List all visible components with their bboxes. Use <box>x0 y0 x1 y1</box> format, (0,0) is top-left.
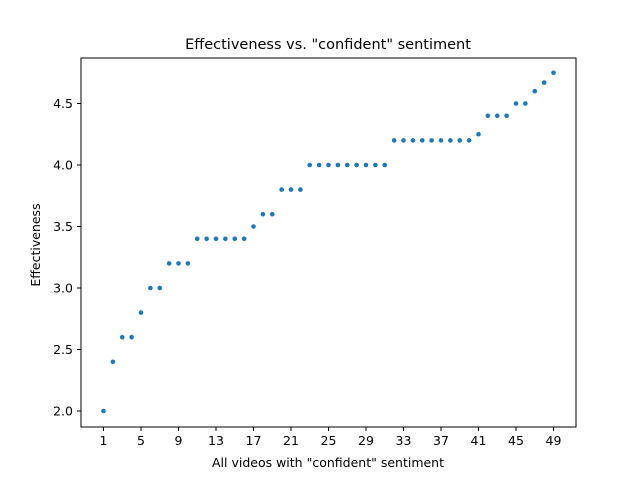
data-point <box>513 101 519 106</box>
data-point <box>213 236 219 242</box>
data-point <box>326 162 331 168</box>
data-point <box>541 80 547 85</box>
data-point <box>476 131 481 137</box>
x-tick-label: 45 <box>508 433 524 448</box>
data-point <box>279 187 284 192</box>
data-point <box>354 162 359 168</box>
x-tick-label: 9 <box>175 433 183 448</box>
data-point <box>382 162 388 168</box>
data-point <box>194 236 200 242</box>
y-tick-label: 4.0 <box>53 158 73 173</box>
data-point <box>288 187 294 192</box>
data-point <box>138 310 144 315</box>
data-points <box>101 70 556 414</box>
x-tick-label: 25 <box>321 433 337 448</box>
data-point <box>101 408 106 414</box>
chart-title: Effectiveness vs. "confident" sentiment <box>185 37 471 53</box>
data-point <box>523 101 528 106</box>
data-point <box>298 187 303 192</box>
data-point <box>148 285 153 291</box>
data-point <box>494 113 500 119</box>
y-tick-label: 4.5 <box>53 96 73 111</box>
data-point <box>110 359 116 365</box>
data-point <box>532 88 538 94</box>
x-tick-label: 1 <box>100 433 108 448</box>
x-axis: 1 5 9 13 17 21 25 29 33 37 41 45 49 <box>100 427 562 448</box>
data-point <box>241 236 247 242</box>
data-point <box>485 113 491 119</box>
data-point <box>448 138 453 143</box>
data-point <box>410 138 416 143</box>
data-point <box>251 224 256 229</box>
data-point <box>344 162 350 168</box>
y-axis-label: Effectiveness <box>28 203 43 286</box>
data-point <box>466 138 472 143</box>
data-point <box>307 162 313 168</box>
data-point <box>166 261 172 266</box>
data-point <box>119 334 125 340</box>
data-point <box>419 138 425 143</box>
x-tick-label: 13 <box>208 433 224 448</box>
data-point <box>391 138 397 143</box>
data-point <box>457 138 463 143</box>
y-tick-label: 2.5 <box>53 342 73 357</box>
x-tick-label: 21 <box>283 433 299 448</box>
data-point <box>401 138 406 143</box>
x-tick-label: 41 <box>471 433 487 448</box>
data-point <box>269 211 275 217</box>
data-point <box>185 261 191 266</box>
x-tick-label: 29 <box>358 433 374 448</box>
data-point <box>204 236 209 242</box>
x-tick-label: 33 <box>396 433 412 448</box>
data-point <box>157 285 163 291</box>
data-point <box>373 162 378 168</box>
x-axis-label: All videos with "confident" sentiment <box>212 455 444 470</box>
y-tick-label: 3.0 <box>53 281 73 296</box>
y-axis: 2.0 2.5 3.0 3.5 4.0 4.5 <box>53 96 81 419</box>
x-tick-label: 37 <box>433 433 449 448</box>
x-tick-label: 17 <box>246 433 262 448</box>
plot-frame <box>80 57 577 428</box>
x-tick-label: 49 <box>546 433 562 448</box>
data-point <box>429 138 434 143</box>
y-tick-label: 2.0 <box>53 404 73 419</box>
data-point <box>551 70 556 76</box>
plot-area: 1 5 9 13 17 21 25 29 33 37 41 45 49 2.0 2.5 3.0 3.5 4.0 4… <box>53 57 577 448</box>
data-point <box>504 113 509 119</box>
data-point <box>176 261 181 266</box>
data-point <box>335 162 341 168</box>
data-point <box>260 211 266 217</box>
x-tick-label: 5 <box>137 433 145 448</box>
data-point <box>223 236 228 242</box>
data-point <box>129 334 134 340</box>
y-tick-label: 3.5 <box>53 219 73 234</box>
data-point <box>316 162 322 168</box>
data-point <box>363 162 369 168</box>
data-point <box>438 138 444 143</box>
data-point <box>232 236 238 242</box>
